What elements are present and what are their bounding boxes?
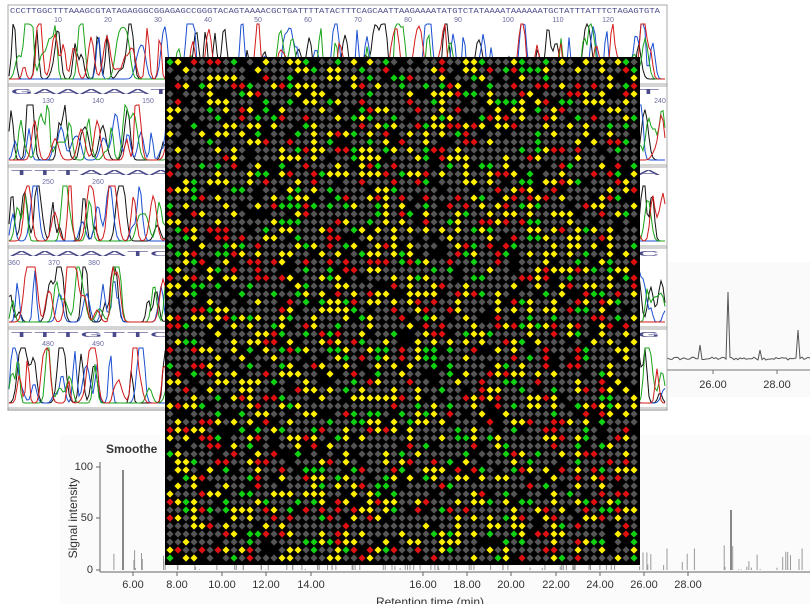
y-tick-label: 50 — [81, 512, 93, 524]
position-label: 130 — [42, 98, 54, 105]
x-tick-label: 28.00 — [763, 379, 791, 391]
x-axis-label: Retention time (min) — [376, 595, 484, 604]
position-label: 120 — [602, 17, 614, 24]
x-tick-label: 24.00 — [586, 579, 614, 591]
position-label: 90 — [454, 17, 462, 24]
position-label: 70 — [354, 17, 362, 24]
position-label: 370 — [48, 260, 60, 267]
x-tick-label: 6.00 — [122, 579, 143, 591]
x-tick-label: 28.00 — [674, 579, 702, 591]
x-tick-label: 20.00 — [497, 579, 525, 591]
position-label: 150 — [142, 98, 154, 105]
x-tick-label: 16.00 — [409, 579, 437, 591]
position-label: 80 — [404, 17, 412, 24]
position-label: 100 — [502, 17, 514, 24]
position-label: 360 — [8, 260, 20, 267]
position-label: 480 — [42, 341, 54, 348]
collage: 26.00 28.00 Smoothe 100 50 0 Signal intensity… — [0, 0, 810, 604]
position-label: 110 — [552, 17, 563, 24]
microarray — [165, 57, 640, 565]
position-label: 250 — [42, 179, 54, 186]
position-label: 140 — [92, 98, 104, 105]
position-label: 20 — [104, 17, 112, 24]
position-label: 260 — [92, 179, 104, 186]
position-label: 490 — [92, 341, 104, 348]
y-axis-label: Signal intensity — [66, 478, 80, 559]
x-tick-label: 8.00 — [166, 579, 187, 591]
x-tick-label: 10.00 — [208, 579, 236, 591]
x-tick-label: 26.00 — [699, 379, 727, 391]
position-label: 40 — [204, 17, 212, 24]
position-label: 50 — [254, 17, 262, 24]
position-label: 240 — [654, 98, 666, 105]
x-tick-label: 22.00 — [542, 579, 570, 591]
position-label: 380 — [88, 260, 100, 267]
y-tick-label: 100 — [75, 461, 93, 473]
x-tick-label: 14.00 — [297, 579, 325, 591]
y-tick-label: 0 — [87, 564, 93, 576]
position-label: 30 — [154, 17, 162, 24]
x-tick-label: 12.00 — [252, 579, 280, 591]
position-label: 60 — [304, 17, 312, 24]
position-label: 10 — [54, 17, 62, 24]
x-tick-label: 18.00 — [453, 579, 481, 591]
x-tick-label: 26.00 — [630, 579, 658, 591]
chart-title: Smoothe — [106, 442, 158, 456]
sequence: CCCTTGGCTTTAAAGCGTATAGAGGGCGGAGAGCCGGGTA… — [10, 8, 661, 16]
